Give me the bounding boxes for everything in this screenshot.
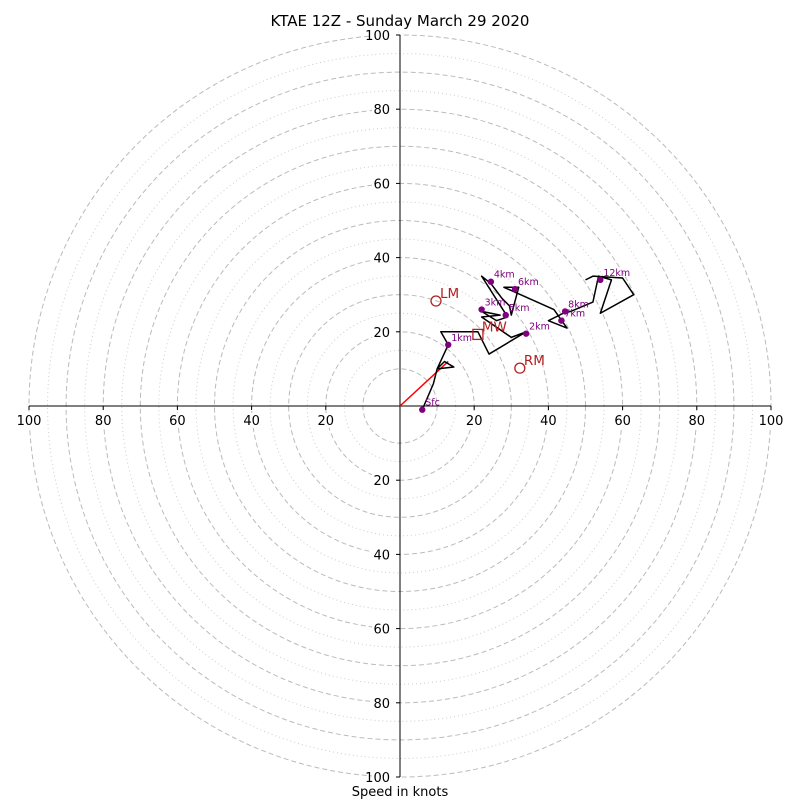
y-tick-bg	[372, 175, 398, 192]
motion-marker-RM	[514, 362, 526, 374]
x-tick-bg	[17, 413, 41, 428]
height-label-7km: 7km	[564, 309, 585, 320]
chart-title: KTAE 12Z - Sunday March 29 2020	[271, 12, 530, 30]
y-tick-label: 20	[373, 474, 390, 489]
y-tick-label: 100	[365, 29, 390, 44]
height-marker-7km	[558, 317, 565, 324]
motion-marker-MW	[472, 328, 484, 341]
x-tick-bg	[759, 413, 783, 428]
x-tick-bg	[462, 413, 487, 428]
x-tick-bg	[536, 413, 561, 428]
height-marker-3km	[478, 306, 485, 313]
height-marker-2km	[522, 330, 530, 337]
x-tick-label: 40	[540, 414, 557, 429]
x-tick-label: 100	[759, 414, 784, 429]
y-tick-bg	[372, 694, 398, 711]
height-label-12km: 12km	[603, 268, 630, 279]
height-label-6km: 6km	[518, 277, 539, 288]
x-tick-label: 80	[689, 414, 706, 429]
x-tick-label: 20	[318, 414, 335, 429]
tick-labels: 100 80 60 40 20 20 40 60 80 100 100 80 60 40 20 20 40 60 8…	[17, 27, 784, 786]
motion-label-MW: MW	[482, 319, 507, 335]
height-marker-12km	[597, 276, 604, 284]
y-tick-bg	[372, 323, 398, 340]
y-tick-label: 80	[373, 697, 390, 712]
motion-label-LM: LM	[440, 286, 459, 302]
x-tick-bg	[610, 413, 635, 428]
x-tick-bg	[165, 413, 190, 428]
y-tick-bg	[372, 27, 398, 43]
height-label-2km: 2km	[529, 322, 550, 333]
height-label-Sfc: Sfc	[425, 398, 440, 409]
height-label-1km: 1km	[451, 333, 472, 344]
height-marker-Sfc	[419, 406, 426, 413]
x-tick-bg	[313, 413, 338, 428]
x-tick-label: 20	[466, 414, 483, 429]
motion-label-RM: RM	[524, 353, 545, 369]
x-tick-label: 80	[95, 414, 112, 429]
height-marker-4km	[487, 278, 495, 285]
height-marker-5km	[502, 311, 509, 319]
height-marker-6km	[511, 285, 519, 293]
height-label-8km: 8km	[568, 299, 589, 310]
height-label-4km: 4km	[494, 270, 515, 281]
y-tick-bg	[372, 620, 398, 637]
motion-marker-LM	[430, 295, 442, 307]
y-tick-bg	[372, 769, 398, 785]
y-tick-bg	[372, 546, 398, 563]
y-tick-label: 100	[365, 771, 390, 786]
height-label-3km: 3km	[485, 298, 506, 309]
y-tick-bg	[372, 249, 398, 266]
y-tick-label: 20	[373, 326, 390, 341]
x-tick-bg	[91, 413, 116, 428]
x-tick-label: 60	[614, 414, 631, 429]
height-marker-1km	[445, 341, 452, 348]
y-tick-bg	[372, 101, 398, 118]
x-tick-label: 40	[243, 414, 260, 429]
y-tick-bg	[372, 472, 398, 489]
x-axis-label: Speed in knots	[352, 785, 449, 800]
x-tick-label: 100	[17, 414, 42, 429]
y-tick-label: 40	[373, 252, 390, 267]
y-tick-label: 80	[373, 103, 390, 118]
height-label-5km: 5km	[509, 303, 530, 314]
height-marker-8km	[561, 308, 569, 315]
x-tick-bg	[239, 413, 264, 428]
y-tick-label: 40	[373, 548, 390, 563]
x-tick-label: 60	[169, 414, 186, 429]
storm-motions: LM RM MW	[430, 286, 545, 374]
x-tick-bg	[684, 413, 709, 428]
y-tick-label: 60	[373, 177, 390, 192]
y-tick-label: 60	[373, 623, 390, 638]
